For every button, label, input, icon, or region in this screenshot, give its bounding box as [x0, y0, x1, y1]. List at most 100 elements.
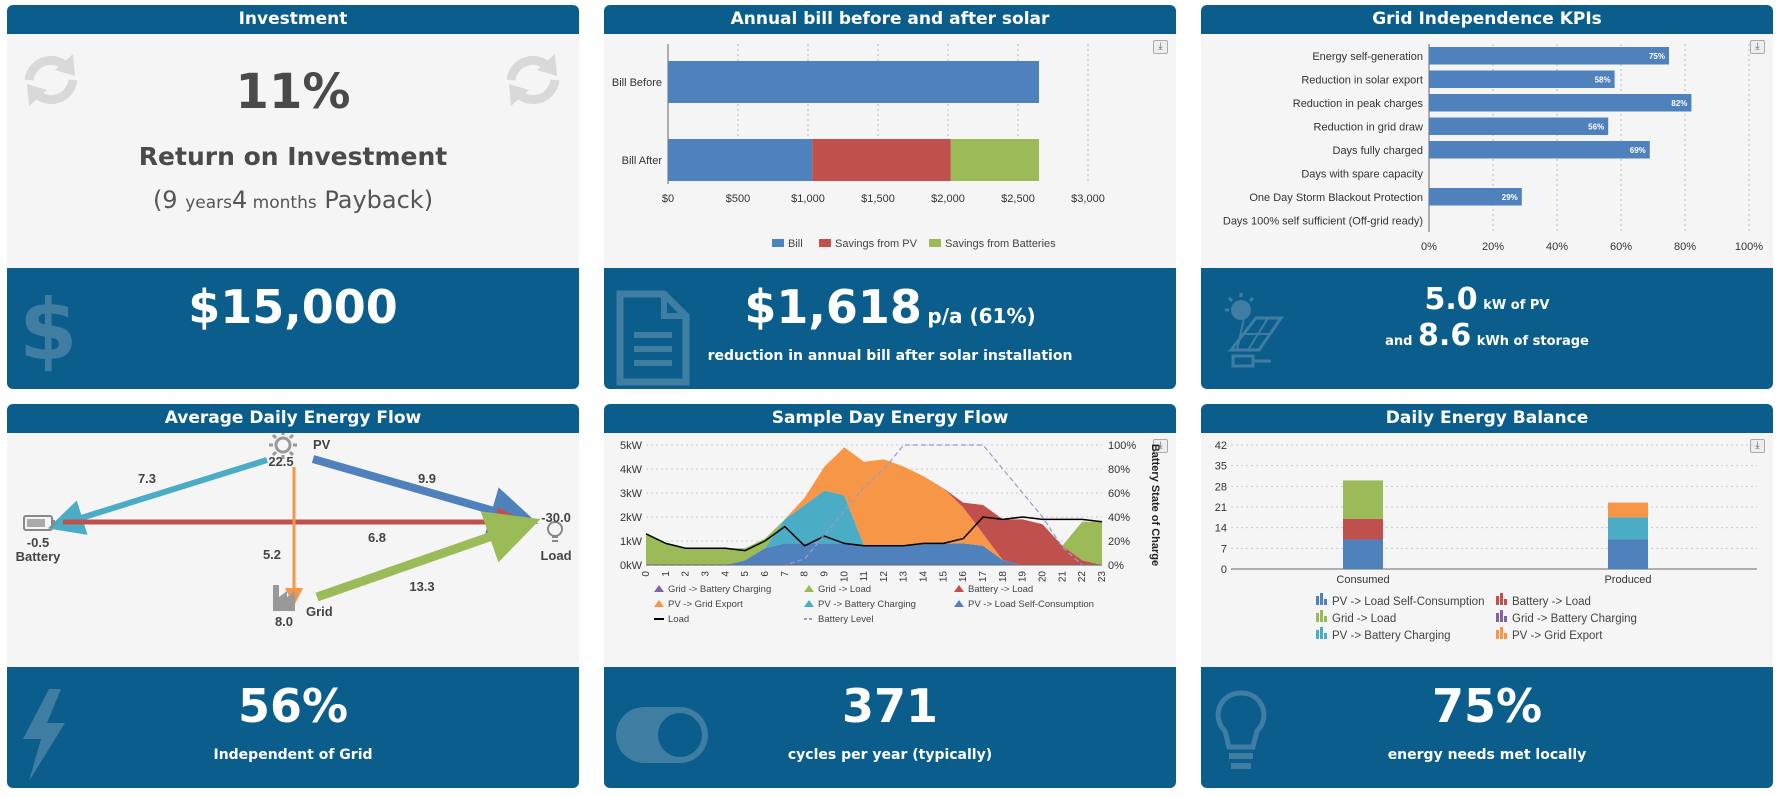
toggle-icon — [616, 707, 708, 763]
legend-swatch — [772, 239, 784, 247]
x-tick-label: 12 — [879, 571, 890, 583]
x-tick-label: 23 — [1097, 571, 1108, 583]
y-tick-label: Bill Before — [612, 77, 662, 89]
legend-swatch — [954, 585, 964, 592]
y-tick-label: 21 — [1215, 502, 1227, 514]
legend-swatch — [1316, 613, 1319, 622]
legend-label: PV -> Load Self-Consumption — [968, 599, 1094, 610]
legend-swatch — [1504, 599, 1507, 605]
balance-chart-svg: 0 7 14 21 28 35 42 Consumed Produced PV -> Load S… — [1215, 440, 1757, 642]
x-tick-label: 17 — [978, 571, 989, 583]
legend-swatch — [1500, 593, 1503, 605]
bill-chart: ⤓ $0 $500 $1,000 $1,500 $2,000 $2,500 $3,000 Bi… — [604, 34, 1176, 268]
kpi-card: Grid Independence KPIs ⤓ 0% 20% 40% 60% 80% 1… — [1201, 5, 1773, 389]
legend-label: Battery -> Load — [1512, 596, 1591, 608]
legend-swatch — [654, 585, 664, 592]
bar-segment — [1343, 539, 1383, 569]
data-label: 58% — [1595, 75, 1611, 84]
dollar-icon: $ — [19, 281, 78, 379]
legend-swatch — [1500, 627, 1503, 639]
y2-tick-label: 0% — [1108, 560, 1124, 572]
y2-tick-label: 100% — [1108, 440, 1136, 452]
y-tick-label: 4kW — [620, 464, 643, 476]
x-tick-label: 80% — [1674, 241, 1696, 253]
balance-card: Daily Energy Balance ⤓ 0 7 14 21 28 35 42 Consu… — [1201, 404, 1773, 788]
legend-swatch — [1316, 630, 1319, 639]
kpi-chart: ⤓ 0% 20% 40% 60% 80% 100% Energy self-generati… — [1201, 34, 1773, 268]
legend-label: Bill — [788, 238, 803, 250]
x-tick-label: 3 — [700, 571, 711, 577]
bar-segment — [1608, 502, 1648, 518]
legend-swatch — [1324, 633, 1327, 639]
grid-label: Grid — [306, 604, 333, 619]
area-grid-load — [646, 447, 1102, 565]
bar-bill — [668, 61, 1039, 103]
download-icon[interactable]: ⤓ — [1153, 40, 1168, 54]
payback-months-unit: months — [247, 193, 317, 213]
x-tick-label: 13 — [899, 571, 910, 583]
flow-diagram-svg: PV 22.5 -0.5 Battery -30.0 Load Grid 8.0… — [16, 433, 572, 629]
x-tick-label: 1 — [661, 571, 672, 577]
x-tick-label: $0 — [662, 193, 674, 205]
sun-icon — [269, 433, 297, 459]
y-tick-label: 1kW — [620, 536, 643, 548]
x-tick-label: 7 — [780, 571, 791, 577]
battery-label: Battery — [16, 549, 62, 564]
bar-segment — [1343, 480, 1383, 519]
kpi-bar — [1429, 117, 1609, 135]
data-label: 69% — [1630, 146, 1646, 155]
y-tick-label: 42 — [1215, 440, 1227, 452]
legend-label: Battery Level — [818, 614, 873, 625]
pv-to-battery-value: 7.3 — [138, 471, 156, 486]
data-label: 82% — [1671, 99, 1687, 108]
download-icon[interactable]: ⤓ — [1750, 40, 1765, 54]
x-tick-label: 100% — [1735, 241, 1763, 253]
legend-swatch — [954, 600, 964, 607]
download-icon[interactable]: ⤓ — [1153, 439, 1168, 453]
flow-diagram: PV 22.5 -0.5 Battery -30.0 Load Grid 8.0… — [7, 433, 579, 667]
bill-chart-svg: $0 $500 $1,000 $1,500 $2,000 $2,500 $3,000 Bill… — [612, 44, 1105, 250]
download-icon[interactable]: ⤓ — [1750, 439, 1765, 453]
x-tick-label: 6 — [760, 571, 771, 577]
data-label: 29% — [1502, 193, 1518, 202]
pv-label: PV — [313, 437, 331, 452]
x-tick-label: 15 — [938, 571, 949, 583]
y-tick-label: 0kW — [620, 560, 643, 572]
y2-tick-label: 80% — [1108, 464, 1130, 476]
y-tick-label: Reduction in peak charges — [1293, 98, 1424, 110]
met-label: energy needs met locally — [1387, 747, 1587, 763]
legend-label: PV -> Grid Export — [1512, 630, 1603, 642]
payback-text: (9 years4 months Payback) — [7, 186, 579, 214]
y2-tick-label: 20% — [1108, 536, 1130, 548]
y-tick-label: Bill After — [622, 155, 663, 167]
x-tick-label: $2,000 — [931, 193, 965, 205]
kpi-bar — [1429, 47, 1669, 65]
x-tick-label: 40% — [1546, 241, 1568, 253]
bill-title: Annual bill before and after solar — [604, 5, 1176, 34]
pv-value: 22.5 — [268, 454, 293, 469]
kpi-bar — [1429, 141, 1650, 159]
lightbulb-icon — [1215, 690, 1267, 769]
x-tick-label: $2,500 — [1001, 193, 1035, 205]
factory-icon — [273, 585, 295, 611]
x-tick-label: Produced — [1604, 574, 1651, 586]
legend-label: Grid -> Battery Charging — [1512, 613, 1637, 625]
legend-swatch — [1504, 633, 1507, 639]
legend-swatch — [1500, 610, 1503, 622]
battery-value: -0.5 — [27, 535, 49, 550]
y-tick-label: Days 100% self sufficient (Off-grid read… — [1223, 215, 1423, 227]
bill-savings-line: $1,618 p/a (61%) — [604, 280, 1176, 334]
y-tick-label: 28 — [1215, 481, 1227, 493]
x-tick-label: 21 — [1057, 571, 1068, 583]
legend-swatch — [1496, 613, 1499, 622]
legend-swatch — [804, 585, 814, 592]
x-tick-label: 4 — [720, 571, 731, 577]
x-tick-label: 20 — [1038, 571, 1049, 583]
data-label: 75% — [1649, 52, 1665, 61]
y-tick-label: Reduction in grid draw — [1314, 121, 1424, 133]
flow-title: Average Daily Energy Flow — [7, 404, 579, 433]
lightbulb-icon — [547, 521, 563, 542]
bar-segment — [1608, 539, 1648, 569]
x-tick-label: 0% — [1421, 241, 1437, 253]
x-tick-label: 9 — [819, 571, 830, 577]
